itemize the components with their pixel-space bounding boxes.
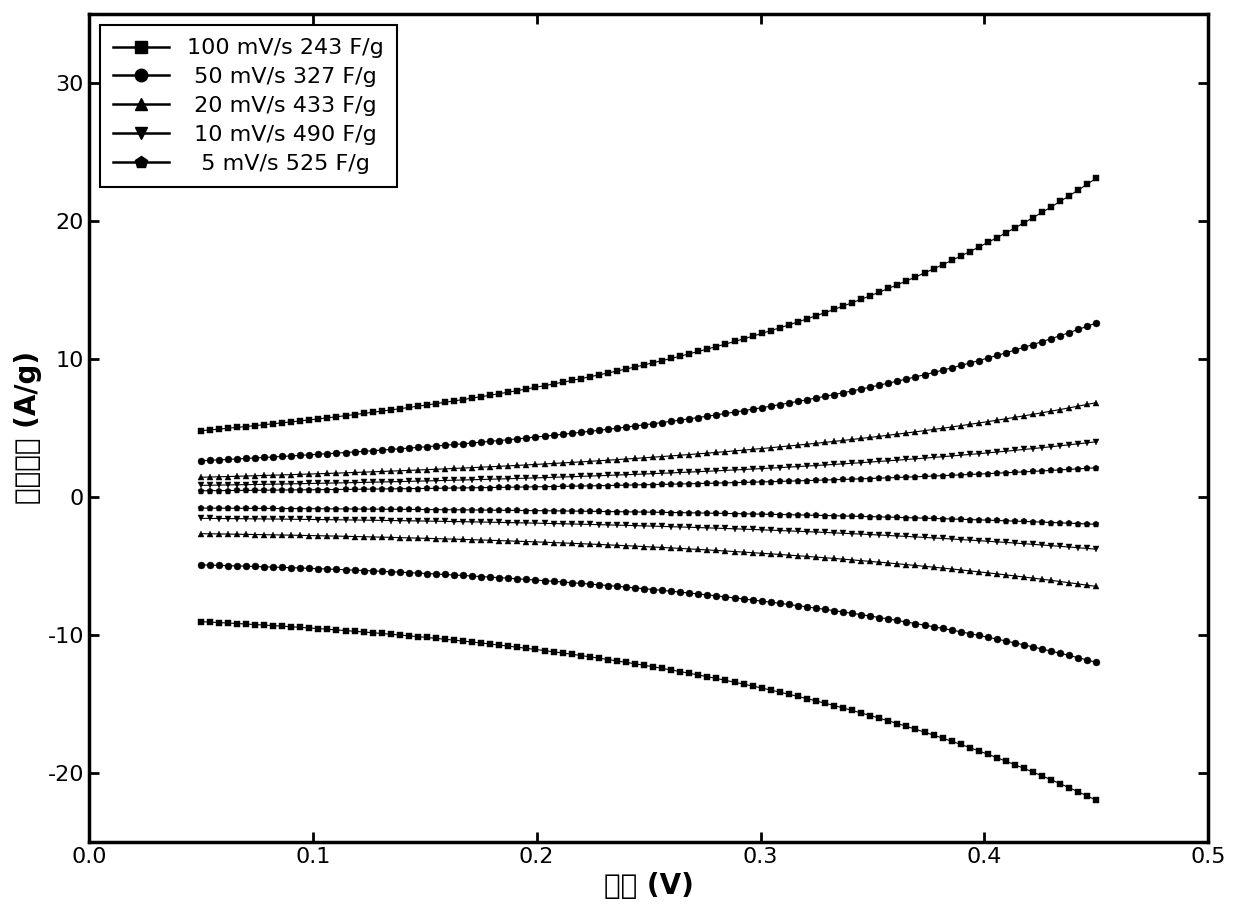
- X-axis label: 电压 (V): 电压 (V): [604, 872, 693, 900]
- Legend: 100 mV/s 243 F/g,  50 mV/s 327 F/g,  20 mV/s 433 F/g,  10 mV/s 490 F/g,   5 mV/s: 100 mV/s 243 F/g, 50 mV/s 327 F/g, 20 mV…: [100, 25, 397, 187]
- Y-axis label: 电流密度 (A/g): 电流密度 (A/g): [14, 351, 42, 505]
